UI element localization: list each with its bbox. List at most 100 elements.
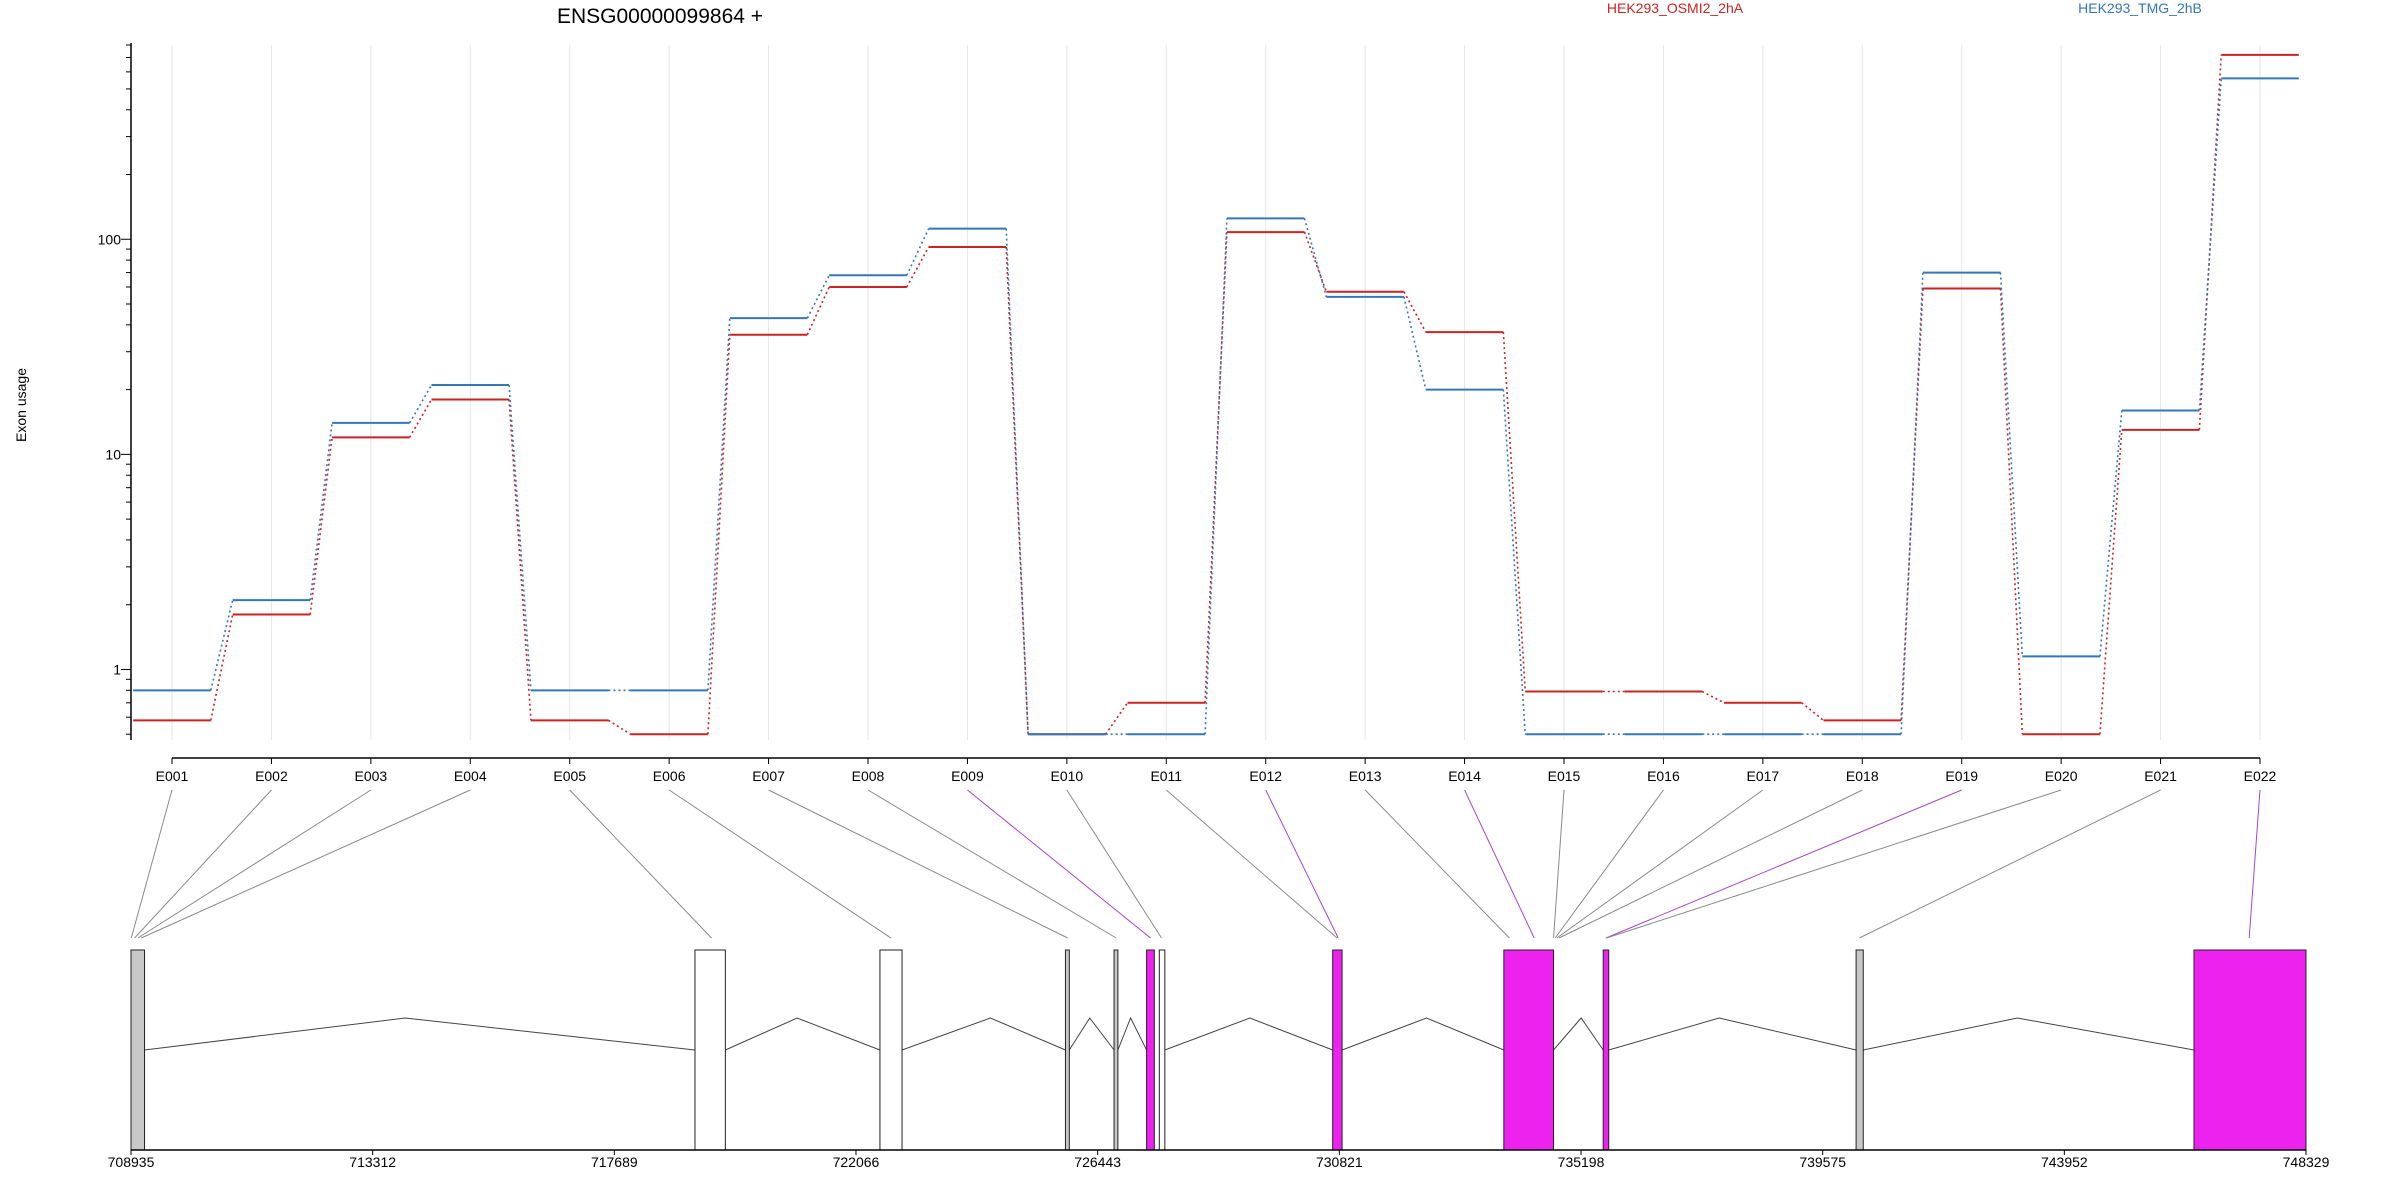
x-tick-label: E022 — [2244, 768, 2277, 784]
x-tick-label: E005 — [553, 768, 586, 784]
x-tick-label: E015 — [1548, 768, 1581, 784]
x-tick-label: E016 — [1647, 768, 1680, 784]
exon-connector — [1606, 789, 2062, 939]
series-connector — [508, 399, 532, 721]
exon-box — [1064, 949, 1070, 1151]
exon-connector — [134, 789, 272, 939]
exon-connector — [1605, 789, 1962, 939]
exon-connector — [867, 789, 1117, 939]
series-connector — [1104, 702, 1129, 735]
intron-line — [901, 1017, 1066, 1051]
x-tick-label: E001 — [156, 768, 189, 784]
x-tick-label: E003 — [355, 768, 388, 784]
x-tick-label: E009 — [951, 768, 984, 784]
series-connector — [806, 274, 830, 319]
axes: 1 10 100 E001 E002 E003 E004 E005 E006 E007 E008 E0… — [98, 43, 2277, 784]
exon-box — [1146, 949, 1155, 1151]
intron-line — [144, 1017, 696, 1051]
exon-box — [2193, 949, 2307, 1151]
exon-connector — [569, 789, 712, 939]
x-tick-label: E006 — [653, 768, 686, 784]
exon-connector — [137, 789, 372, 939]
exon-box — [879, 949, 903, 1151]
series-connector — [209, 599, 234, 691]
vertical-grid — [171, 45, 2261, 740]
series-connector — [1204, 232, 1228, 703]
exon-connector-lines — [130, 789, 2261, 939]
coordinate-tick-label: 717689 — [591, 1154, 638, 1170]
intron-line — [1164, 1017, 1333, 1051]
x-tick-label: E013 — [1349, 768, 1382, 784]
exon-connector — [2248, 789, 2261, 939]
exon-connector — [967, 789, 1151, 939]
series-connector — [1801, 702, 1825, 721]
intron-line — [1863, 1017, 2195, 1051]
x-tick-label: E018 — [1846, 768, 1879, 784]
x-tick-label: E019 — [1945, 768, 1978, 784]
series-connector — [2099, 410, 2123, 657]
exon-connector — [141, 789, 471, 939]
series-connector — [2198, 54, 2223, 430]
coordinate-tick-label: 722066 — [833, 1154, 880, 1170]
exon-box — [694, 949, 726, 1151]
series-connector — [309, 422, 333, 601]
series-connector — [1303, 218, 1328, 298]
x-tick-label: E012 — [1249, 768, 1282, 784]
series-connector — [309, 437, 333, 615]
y-tick-label: 10 — [105, 446, 121, 462]
series-connector — [1005, 228, 1029, 735]
exon-connector — [130, 789, 173, 939]
series-connector — [508, 384, 532, 691]
coordinate-tick-label: 708935 — [108, 1154, 155, 1170]
x-tick-label: E007 — [752, 768, 785, 784]
series-1 — [133, 53, 2299, 736]
series-connector — [906, 246, 930, 288]
legend-label-tmg[interactable]: HEK293_TMG_2hB — [2078, 0, 2202, 16]
intron-line — [1553, 1017, 1604, 1051]
coordinate-tick-label: 726443 — [1074, 1154, 1121, 1170]
series-connector — [1005, 247, 1029, 735]
x-tick-label: E017 — [1747, 768, 1780, 784]
x-tick-label: E010 — [1051, 768, 1084, 784]
series-connector — [1204, 218, 1228, 735]
exon-connector — [1558, 789, 1863, 939]
x-tick-label: E004 — [454, 768, 487, 784]
series-connector — [1502, 389, 1527, 735]
series-connector — [1502, 332, 1527, 692]
coordinate-tick-label: 748329 — [2283, 1154, 2330, 1170]
exon-box — [1158, 949, 1166, 1151]
legend-label-osmi2[interactable]: HEK293_OSMI2_2hA — [1607, 0, 1744, 16]
series-connector — [408, 384, 433, 424]
y-tick-label: 1 — [113, 661, 121, 677]
series-connector — [1999, 272, 2024, 657]
series-connector — [608, 719, 631, 735]
exon-connector — [1066, 789, 1162, 939]
x-tick-label: E020 — [2045, 768, 2078, 784]
series-connector — [906, 228, 930, 276]
series-2 — [133, 77, 2299, 736]
series-connector — [1999, 288, 2024, 735]
coordinate-tick-label: 739575 — [1799, 1154, 1846, 1170]
intron-line — [1117, 1016, 1148, 1051]
coordinate-tick-label: 743952 — [2041, 1154, 2088, 1170]
exon-connector — [1859, 789, 2161, 939]
exon-box — [1332, 949, 1343, 1151]
series-connector — [2198, 78, 2223, 411]
chart-title: ENSG00000099864 + — [557, 5, 763, 28]
coordinate-tick-label: 735198 — [1558, 1154, 1605, 1170]
exon-box — [130, 949, 146, 1151]
series-connector — [1303, 231, 1328, 293]
y-axis-label: Exon usage — [13, 368, 29, 442]
series-lines — [133, 53, 2299, 736]
x-tick-label: E002 — [255, 768, 288, 784]
exon-connector — [1556, 789, 1764, 939]
gene-model: 708935 713312 717689 722066 726443 730821 7351… — [108, 949, 2330, 1170]
exon-connector — [668, 789, 892, 939]
y-tick-label: 100 — [98, 231, 122, 247]
intron-line — [1341, 1017, 1505, 1051]
series-connector — [2099, 429, 2123, 735]
coordinate-tick-label: 730821 — [1316, 1154, 1363, 1170]
series-connector — [707, 334, 731, 735]
exon-connector — [1364, 789, 1510, 939]
